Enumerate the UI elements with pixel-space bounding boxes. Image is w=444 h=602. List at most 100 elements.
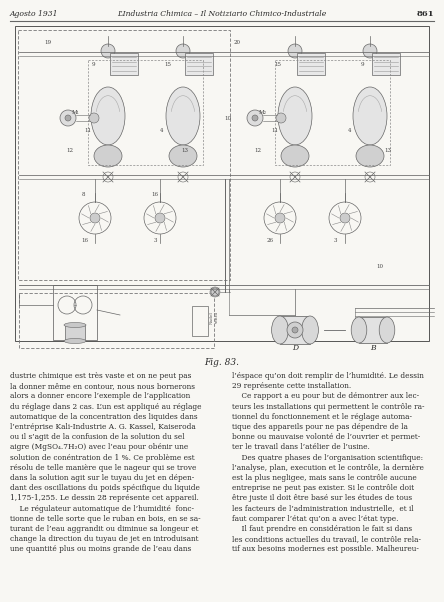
- Text: tionnel du fonctionnement et le réglage automa-: tionnel du fonctionnement et le réglage …: [232, 413, 412, 421]
- Text: 11: 11: [84, 128, 91, 132]
- Text: Agosto 1931: Agosto 1931: [10, 10, 59, 18]
- Circle shape: [155, 213, 165, 223]
- Ellipse shape: [278, 87, 312, 145]
- Text: Il faut prendre en considération le fait si dans: Il faut prendre en considération le fait…: [232, 525, 412, 533]
- Text: 8: 8: [81, 193, 85, 197]
- Circle shape: [292, 327, 298, 333]
- Text: faut comparer l’état qu’on a avec l’état type.: faut comparer l’état qu’on a avec l’état…: [232, 515, 399, 523]
- Text: 11: 11: [271, 128, 278, 132]
- Text: M₂: M₂: [259, 110, 267, 114]
- Text: Ce rapport a eu pour but de démontrer aux lec-: Ce rapport a eu pour but de démontrer au…: [232, 393, 419, 400]
- Text: entreprise ne peut pas exister. Si le contrôle doit: entreprise ne peut pas exister. Si le co…: [232, 484, 414, 492]
- Text: aigre (MgSO₄.7H₂O) avec l’eau pour obénir une: aigre (MgSO₄.7H₂O) avec l’eau pour obéni…: [10, 444, 188, 452]
- Text: tionne de telle sorte que le ruban en bois, en se sa-: tionne de telle sorte que le ruban en bo…: [10, 515, 201, 523]
- Ellipse shape: [94, 145, 122, 167]
- Text: dustrie chimique est très vaste et on ne peut pas: dustrie chimique est très vaste et on ne…: [10, 372, 191, 380]
- Text: tique des appareils pour ne pas dépendre de la: tique des appareils pour ne pas dépendre…: [232, 423, 408, 431]
- Text: une quantité plus ou moins grande de l’eau dans: une quantité plus ou moins grande de l’e…: [10, 545, 191, 553]
- Text: L’Industria Chimica – Il Notiziario Chimico-Industriale: L’Industria Chimica – Il Notiziario Chim…: [117, 10, 327, 18]
- Bar: [359, 317, 387, 343]
- Ellipse shape: [301, 316, 318, 344]
- Text: l’éspace qu’on doit remplir de l’humidité. Le dessin: l’éspace qu’on doit remplir de l’humidit…: [232, 372, 424, 380]
- Ellipse shape: [351, 317, 367, 343]
- Text: l’entréprise Kali-Industrie A. G. Kassel, Kaiseroda: l’entréprise Kali-Industrie A. G. Kassel…: [10, 423, 196, 431]
- Circle shape: [252, 115, 258, 121]
- Circle shape: [363, 44, 377, 58]
- Circle shape: [247, 110, 263, 126]
- Text: 1,175-1,255. Le dessin 28 représente cet appareil.: 1,175-1,255. Le dessin 28 représente cet…: [10, 494, 199, 503]
- Circle shape: [90, 213, 100, 223]
- Text: 9: 9: [91, 63, 95, 67]
- Text: 13: 13: [385, 147, 392, 152]
- Text: 16: 16: [151, 193, 159, 197]
- Bar: [18, 30, 230, 280]
- Text: est la plus negligee, mais sans le contrôle aucune: est la plus negligee, mais sans le contr…: [232, 474, 417, 482]
- Text: 12: 12: [67, 147, 74, 152]
- Circle shape: [287, 322, 303, 338]
- Text: turant de l’eau aggrandit ou diminue sa longeur et: turant de l’eau aggrandit ou diminue sa …: [10, 525, 198, 533]
- Text: les conditions actuelles du travail, le contrôle rela-: les conditions actuelles du travail, le …: [232, 535, 421, 543]
- Text: être juste il doit être basé sur les études de tous: être juste il doit être basé sur les étu…: [232, 494, 412, 503]
- Bar: [275, 60, 390, 165]
- Circle shape: [101, 44, 115, 58]
- Text: D: D: [292, 344, 298, 352]
- Text: 15: 15: [274, 63, 281, 67]
- Ellipse shape: [281, 145, 309, 167]
- Text: la donner même en contour, nous nous bornerons: la donner même en contour, nous nous bor…: [10, 382, 195, 390]
- Circle shape: [210, 287, 220, 297]
- Ellipse shape: [91, 87, 125, 145]
- Text: bonne ou mauvaise volonté de l’ouvrier et permet-: bonne ou mauvaise volonté de l’ouvrier e…: [232, 433, 420, 441]
- Text: 20: 20: [234, 40, 241, 45]
- Bar: [372, 53, 400, 75]
- Bar: [15, 26, 429, 341]
- Text: 13: 13: [182, 147, 189, 152]
- Ellipse shape: [356, 145, 384, 167]
- Text: résolu de telle manière que le nageur qui se trove: résolu de telle manière que le nageur qu…: [10, 464, 196, 472]
- Text: Fig. 83.: Fig. 83.: [205, 358, 239, 367]
- Text: change la direction du tuyau de jet en introduisant: change la direction du tuyau de jet en i…: [10, 535, 198, 543]
- Text: 9: 9: [360, 63, 364, 67]
- Text: 15: 15: [164, 63, 171, 67]
- Ellipse shape: [64, 323, 86, 327]
- Text: 19: 19: [44, 40, 52, 45]
- Bar: [19, 293, 214, 348]
- Ellipse shape: [64, 338, 86, 344]
- Bar: [88, 60, 203, 165]
- Text: B: B: [370, 344, 376, 352]
- Text: 4: 4: [348, 128, 352, 132]
- Bar: [185, 53, 213, 75]
- Circle shape: [340, 213, 350, 223]
- Text: 861: 861: [416, 10, 434, 18]
- Bar: [53, 285, 97, 340]
- Ellipse shape: [166, 87, 200, 145]
- Text: ou il s’agit de la confusion de la solution du sel: ou il s’agit de la confusion de la solut…: [10, 433, 185, 441]
- Text: M₁: M₁: [72, 110, 80, 114]
- Circle shape: [89, 113, 99, 123]
- Text: 4: 4: [160, 128, 164, 132]
- Bar: [192, 306, 208, 336]
- Ellipse shape: [379, 317, 395, 343]
- Circle shape: [176, 44, 190, 58]
- Circle shape: [65, 115, 71, 121]
- Text: Le régulateur automatique de l’humidité  fonc-: Le régulateur automatique de l’humidité …: [10, 504, 194, 512]
- Ellipse shape: [272, 316, 289, 344]
- Text: Nadel
ventil: Nadel ventil: [210, 311, 218, 324]
- Text: automatique de la concentration des liquides dans: automatique de la concentration des liqu…: [10, 413, 198, 421]
- Circle shape: [275, 213, 285, 223]
- Text: 10: 10: [225, 116, 231, 120]
- Text: les facteurs de l’administration industrielle,  et il: les facteurs de l’administration industr…: [232, 504, 414, 512]
- Bar: [280, 316, 310, 344]
- Text: 26: 26: [266, 238, 274, 243]
- Text: solution de conéntration de 1 %. Ce problème est: solution de conéntration de 1 %. Ce prob…: [10, 453, 194, 462]
- Text: dant des oscillations du poids spécifique du liquide: dant des oscillations du poids spécifiqu…: [10, 484, 200, 492]
- Ellipse shape: [169, 145, 197, 167]
- Bar: [297, 53, 325, 75]
- Bar: [110, 53, 138, 75]
- Text: tif aux besoins modernes est possible. Malheureu-: tif aux besoins modernes est possible. M…: [232, 545, 419, 553]
- Ellipse shape: [353, 87, 387, 145]
- Bar: [65, 325, 85, 341]
- Text: teurs les installations qui permettent le contrôle ra-: teurs les installations qui permettent l…: [232, 403, 424, 411]
- Text: alors a donner encore l’exemple de l’application: alors a donner encore l’exemple de l’app…: [10, 393, 190, 400]
- Text: Des quatre phases de l’organisation scientifique:: Des quatre phases de l’organisation scie…: [232, 453, 423, 462]
- Circle shape: [60, 110, 76, 126]
